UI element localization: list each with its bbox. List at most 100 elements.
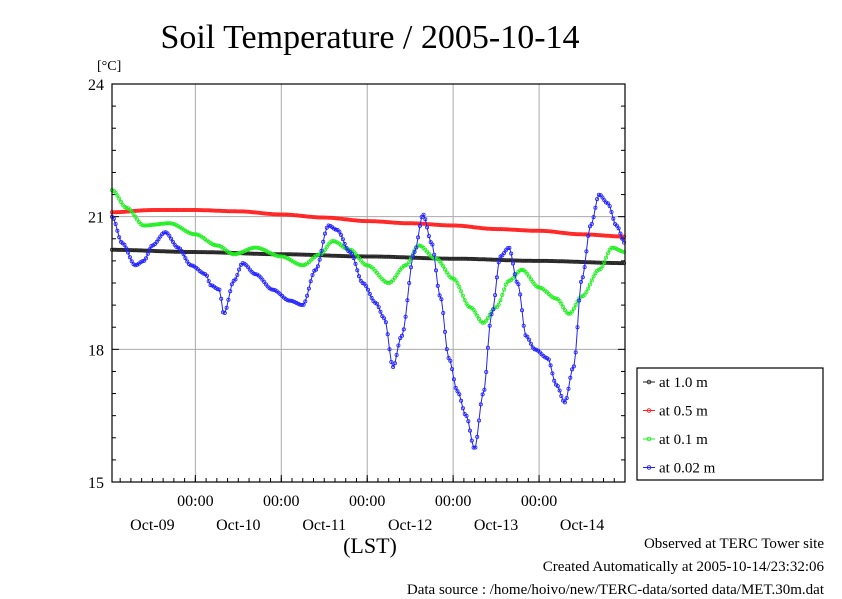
series-point	[600, 233, 605, 238]
series-point	[140, 248, 145, 253]
series-point	[177, 246, 182, 251]
series-point	[240, 209, 245, 214]
series-point	[287, 212, 292, 217]
series-point	[249, 251, 254, 256]
series-point	[169, 236, 174, 241]
series-point	[464, 301, 469, 306]
series-point	[140, 259, 145, 264]
series-point	[604, 255, 609, 260]
series-point	[215, 250, 220, 255]
series-point	[493, 257, 498, 262]
series-point	[287, 298, 292, 303]
series-point	[115, 228, 120, 233]
series-point	[516, 227, 521, 232]
legend-marker	[646, 379, 652, 385]
series-point	[493, 226, 498, 231]
series-point	[498, 298, 503, 303]
series-point	[408, 265, 413, 270]
series-point	[398, 220, 403, 225]
series-point	[229, 251, 234, 256]
series-point	[389, 254, 394, 259]
series-point	[557, 388, 562, 393]
series-point	[376, 305, 381, 310]
series-point	[222, 310, 227, 315]
series-point	[197, 208, 202, 213]
series-point	[339, 253, 344, 258]
series-point	[271, 212, 276, 217]
series-point	[138, 208, 143, 213]
series-point	[539, 228, 544, 233]
series-point	[476, 225, 481, 230]
series-point	[510, 227, 515, 232]
series-point	[471, 256, 476, 261]
series-point	[201, 250, 206, 255]
series-point	[550, 371, 555, 376]
series-point	[143, 248, 148, 253]
series-point	[353, 261, 358, 266]
series-point	[557, 298, 562, 303]
series-point	[444, 347, 449, 352]
series-point	[315, 264, 320, 269]
series-point	[349, 218, 354, 223]
series-point	[288, 212, 293, 217]
series-point	[401, 255, 406, 260]
series-point	[339, 216, 344, 221]
series-point	[485, 316, 490, 321]
series-point	[324, 215, 329, 220]
series-point	[213, 250, 218, 255]
series-point	[510, 261, 515, 266]
series-point	[554, 229, 559, 234]
y-tick-label: 24	[88, 77, 104, 94]
series-point	[605, 260, 610, 265]
series-point	[192, 249, 197, 254]
series-point	[215, 208, 220, 213]
legend-entry: at 0.5 m	[659, 404, 708, 420]
series-point	[183, 207, 188, 212]
series-point	[186, 230, 191, 235]
series-point	[269, 211, 274, 216]
series-point	[570, 309, 575, 314]
series-point	[618, 248, 623, 253]
series-point	[217, 287, 222, 292]
series-point	[536, 285, 541, 290]
y-tick-label: 21	[88, 210, 104, 227]
series-point	[489, 257, 494, 262]
footer-observed: Observed at TERC Tower site	[643, 536, 824, 552]
series-point	[314, 215, 319, 220]
series-point	[235, 272, 240, 277]
series-point	[442, 267, 447, 272]
series-point	[475, 257, 480, 262]
series-point	[322, 253, 327, 258]
series-point	[478, 257, 483, 262]
series-point	[330, 215, 335, 220]
series-point	[260, 251, 265, 256]
series-point	[414, 221, 419, 226]
series-point	[575, 325, 580, 330]
series-point	[260, 211, 265, 216]
series-point	[310, 272, 315, 277]
series-point	[476, 418, 481, 423]
x-day-label: Oct-13	[474, 517, 518, 534]
series-point	[185, 259, 190, 264]
series-point	[274, 253, 279, 258]
series-point	[167, 221, 172, 226]
series-point	[310, 214, 315, 219]
series-point	[579, 232, 584, 237]
series-point	[467, 428, 472, 433]
series-point	[177, 207, 182, 212]
series-point	[516, 258, 521, 263]
series-point	[220, 208, 225, 213]
series-point	[442, 329, 447, 334]
series-point	[355, 268, 360, 273]
series-point	[249, 246, 254, 251]
series-point	[258, 210, 263, 215]
series-point	[512, 272, 517, 277]
series-point	[485, 257, 490, 262]
series-point	[496, 260, 501, 265]
series-point	[430, 222, 435, 227]
series-point	[220, 250, 225, 255]
series-point	[201, 271, 206, 276]
series-point	[591, 215, 596, 220]
series-point	[306, 286, 311, 291]
series-point	[421, 221, 426, 226]
